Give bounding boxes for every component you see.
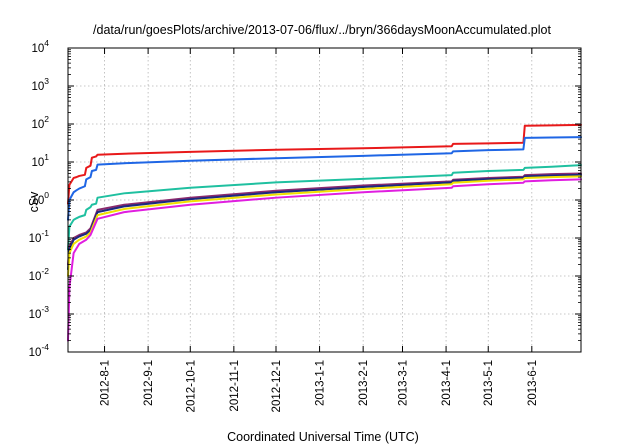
y-tick-label: 101 xyxy=(31,152,49,169)
y-axis-label: cSv xyxy=(27,191,41,213)
x-tick-label: 2013-3-1 xyxy=(398,360,410,406)
x-axis-label: Coordinated Universal Time (UTC) xyxy=(227,430,419,444)
y-tick-labels: 10-4 10-3 10-2 10-1 100 101 102 103 104 xyxy=(29,38,50,359)
x-tick-labels: 2012-8-1 2012-9-1 2012-10-1 2012-11-1 2012-1… xyxy=(100,360,539,412)
y-tick-label: 10-2 xyxy=(29,266,50,283)
x-tick-label: 2013-4-1 xyxy=(441,360,453,406)
series-line-5 xyxy=(67,173,582,271)
series-line-4 xyxy=(67,172,582,266)
y-tick-label: 10-1 xyxy=(29,228,50,245)
chart-title: /data/run/goesPlots/archive/2013-07-06/f… xyxy=(93,23,551,37)
y-tick-label: 10-4 xyxy=(29,342,50,359)
x-tick-label: 2013-1-1 xyxy=(315,360,327,406)
series-line-1 xyxy=(67,123,582,205)
y-tick-label: 10-3 xyxy=(29,304,50,321)
series-line-2 xyxy=(67,136,582,221)
x-tick-label: 2012-9-1 xyxy=(143,360,155,406)
x-tick-label: 2012-8-1 xyxy=(100,360,112,406)
y-tick-label: 102 xyxy=(31,114,49,131)
series-layer xyxy=(67,123,582,342)
grid xyxy=(68,48,581,352)
y-tick-label: 100 xyxy=(31,190,49,207)
x-tick-label: 2013-2-1 xyxy=(358,360,370,406)
series-line-3 xyxy=(67,164,582,251)
series-line-6 xyxy=(67,175,582,277)
x-tick-label: 2012-11-1 xyxy=(229,360,241,412)
plot-frame xyxy=(67,47,582,353)
series-line-7 xyxy=(67,178,582,342)
x-tick-label: 2012-10-1 xyxy=(185,360,197,412)
x-tick-label: 2013-6-1 xyxy=(527,360,539,406)
y-tick-label: 104 xyxy=(31,38,49,55)
x-tick-label: 2012-12-1 xyxy=(271,360,283,412)
x-tick-label: 2013-5-1 xyxy=(483,360,495,406)
y-tick-label: 103 xyxy=(31,76,49,93)
